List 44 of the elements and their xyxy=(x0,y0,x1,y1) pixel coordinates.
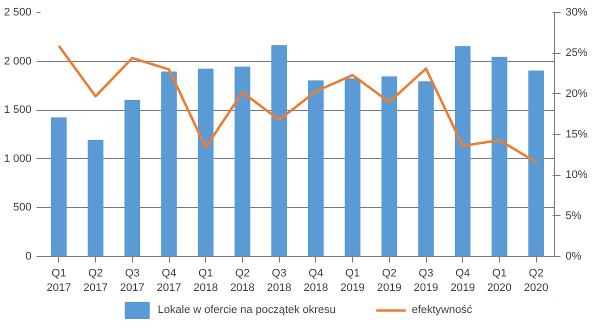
bar xyxy=(124,100,140,256)
y-tick-label: 1 500 xyxy=(4,104,32,116)
y-tick-label: 2 000 xyxy=(4,55,32,68)
x-tick-label: Q2 2020 xyxy=(524,268,548,294)
y-tick-label: 1 000 xyxy=(4,152,32,165)
x-tick-label: Q3 2019 xyxy=(414,268,438,294)
y2-tick-label: 20% xyxy=(566,88,588,100)
bar xyxy=(234,66,250,256)
bar xyxy=(418,81,434,256)
y2-tick-label: 0% xyxy=(566,250,582,262)
bar xyxy=(454,46,471,256)
y-tick-label: 500 xyxy=(13,202,32,214)
y2-tick-label: 15% xyxy=(566,128,588,140)
x-tick-label: Q1 2019 xyxy=(340,268,365,294)
x-tick-label: Q3 2018 xyxy=(266,268,292,294)
y2-tick-label: 30% xyxy=(566,6,588,18)
y2-tick-label: 5% xyxy=(566,210,582,222)
bar xyxy=(381,76,398,256)
y2-tick-label: 10% xyxy=(566,169,588,182)
legend-label: efektywność xyxy=(412,304,472,316)
x-tick-label: Q4 2019 xyxy=(450,268,475,294)
x-tick-label: Q2 2019 xyxy=(377,268,402,294)
line-series xyxy=(58,44,538,164)
bar xyxy=(528,70,544,256)
bar xyxy=(51,117,67,256)
x-tick-label: Q4 2017 xyxy=(156,268,182,294)
x-tick-label: Q2 2018 xyxy=(230,268,255,294)
legend-label: Lokale w ofercie na początek okresu xyxy=(158,304,336,316)
y-tick-label: 2 500 xyxy=(4,6,32,18)
bar xyxy=(492,56,508,256)
bar xyxy=(161,72,177,256)
x-tick-label: Q1 2017 xyxy=(46,268,72,294)
x-tick-label: Q4 2018 xyxy=(304,268,328,294)
x-tick-label: Q1 2020 xyxy=(487,268,512,294)
bar xyxy=(344,78,360,256)
y-tick-label: 0 xyxy=(25,250,32,262)
x-tick-label: Q3 2017 xyxy=(120,268,145,294)
bar xyxy=(88,140,104,256)
x-tick-label: Q2 2017 xyxy=(83,268,108,294)
bar xyxy=(271,45,287,256)
x-tick-label: Q1 2018 xyxy=(193,268,218,294)
bar xyxy=(308,80,324,256)
y2-tick-label: 25% xyxy=(566,47,588,60)
bar xyxy=(198,68,214,256)
